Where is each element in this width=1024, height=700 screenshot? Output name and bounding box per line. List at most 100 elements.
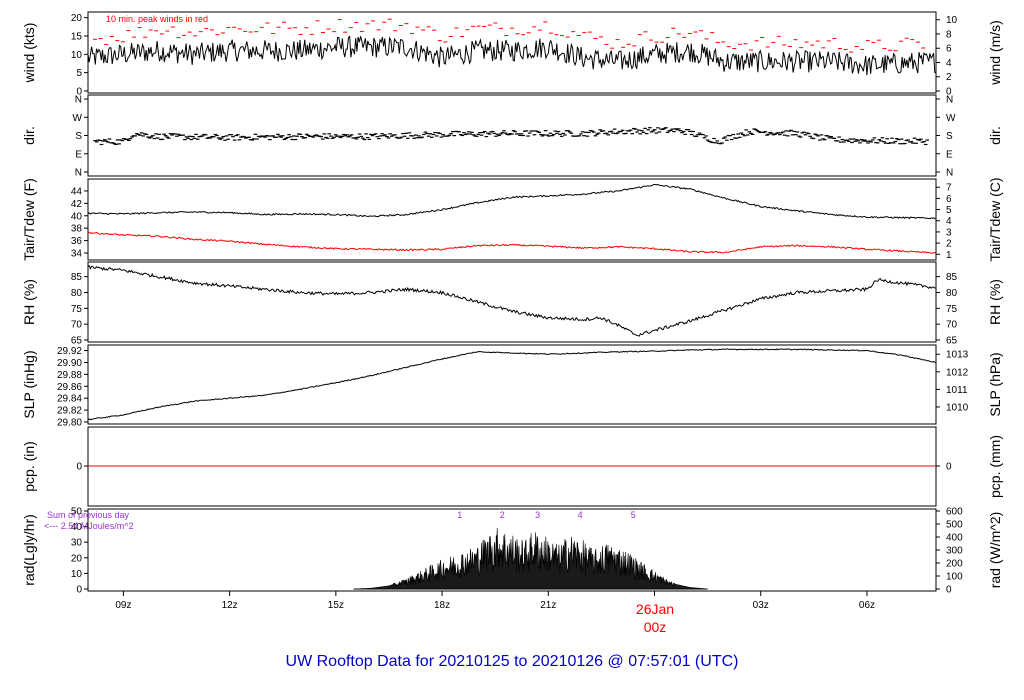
ylabel-right: wind (m/s) bbox=[987, 20, 1003, 86]
ytick-left-label: 10 bbox=[71, 569, 83, 580]
ytick-left-label: 44 bbox=[71, 186, 83, 197]
x-axis: 09z 12z 15z 18z 21z 03z 06z bbox=[115, 591, 875, 611]
ytick-right-label: 2 bbox=[946, 72, 952, 83]
ytick-left-label: 29.82 bbox=[57, 406, 82, 417]
panel-humidity: RH (%) RH (%) 65 70 75 80 85 65 70 75 80 85 bbox=[21, 261, 1003, 347]
ytick-left-label: 5 bbox=[76, 68, 82, 79]
ytick-left-label: 29.84 bbox=[57, 394, 82, 405]
ytick-left-label: 42 bbox=[71, 199, 83, 210]
ytick-left-label: 85 bbox=[71, 272, 83, 283]
ytick-left-label: 20 bbox=[71, 13, 83, 24]
panel-wind: wind (kts) wind (m/s) 0 5 10 15 20 0 2 4 6 8 10 10 mi… bbox=[21, 11, 1003, 98]
ytick-right-label: W bbox=[946, 113, 956, 124]
xtick-label: 21z bbox=[540, 600, 556, 611]
panel-frame bbox=[87, 344, 937, 425]
ytick-right-label: 0 bbox=[946, 87, 952, 98]
ytick-right-label: 1010 bbox=[946, 402, 969, 413]
ylabel-right: RH (%) bbox=[987, 279, 1003, 325]
ylabel-left: rad(Lgly/hr) bbox=[21, 514, 37, 586]
humidity-line-0 bbox=[87, 265, 937, 337]
ytick-right-label: 4 bbox=[946, 58, 952, 69]
xtick-label: 03z bbox=[753, 600, 769, 611]
ytick-right-label: 75 bbox=[946, 304, 958, 315]
ytick-left-label: 50 bbox=[71, 507, 83, 518]
radiation-annotation-1: Sum of previous day bbox=[47, 510, 130, 520]
ytick-left-label: 0 bbox=[76, 462, 82, 473]
ylabel-left: wind (kts) bbox=[21, 23, 37, 84]
ylabel-right: SLP (hPa) bbox=[987, 352, 1003, 416]
panel-pressure: SLP (inHg) SLP (hPa)29.8029.8229.8429.862… bbox=[21, 344, 1003, 429]
ytick-right-label: N bbox=[946, 95, 953, 106]
ytick-left-label: 34 bbox=[71, 249, 83, 260]
hour-marker: 5 bbox=[631, 510, 636, 520]
ytick-right-label: 2 bbox=[946, 239, 952, 250]
xtick-label: 06z bbox=[859, 600, 875, 611]
ytick-right-label: 7 bbox=[946, 183, 952, 194]
ytick-right-label: 80 bbox=[946, 288, 958, 299]
ytick-left-label: 75 bbox=[71, 304, 83, 315]
panel-frame bbox=[87, 11, 937, 94]
ytick-left-label: 0 bbox=[76, 87, 82, 98]
ylabel-left: SLP (inHg) bbox=[21, 350, 37, 418]
ylabel-left: dir. bbox=[21, 126, 37, 145]
ytick-left-label: 29.90 bbox=[57, 358, 82, 369]
chart-title: UW Rooftop Data for 20210125 to 20210126… bbox=[286, 653, 739, 670]
ytick-left-label: 40 bbox=[71, 211, 83, 222]
xtick-label: 12z bbox=[222, 600, 238, 611]
ytick-left-label: 70 bbox=[71, 320, 83, 331]
ytick-right-label: 5 bbox=[946, 205, 952, 216]
ytick-right-label: 70 bbox=[946, 320, 958, 331]
panel-temperature: Tair/Tdew (F) Tair/Tdew (C)34363840424412… bbox=[21, 177, 1003, 261]
ytick-right-label: 85 bbox=[946, 272, 958, 283]
ytick-left-label: 36 bbox=[71, 236, 83, 247]
ylabel-right: rad (W/m^2) bbox=[987, 512, 1003, 589]
ytick-right-label: N bbox=[946, 168, 953, 179]
ytick-right-label: 3 bbox=[946, 227, 952, 238]
ytick-right-label: 1 bbox=[946, 250, 952, 261]
ytick-left-label: 20 bbox=[71, 553, 83, 564]
ytick-right-label: 600 bbox=[946, 507, 963, 518]
ytick-left-label: 30 bbox=[71, 538, 83, 549]
temperature-line-1 bbox=[87, 231, 937, 254]
date-hour-label: 00z bbox=[644, 619, 667, 635]
ytick-right-label: 4 bbox=[946, 216, 952, 227]
hour-marker: 3 bbox=[535, 510, 540, 520]
ytick-left-label: 29.88 bbox=[57, 370, 82, 381]
ytick-left-label: 80 bbox=[71, 288, 83, 299]
ytick-right-label: 1012 bbox=[946, 367, 969, 378]
ytick-right-label: S bbox=[946, 131, 953, 142]
radiation-annotation-2: <--- 2.54 MJoules/m^2 bbox=[44, 521, 134, 531]
ytick-right-label: 0 bbox=[946, 462, 952, 473]
xtick-label: 15z bbox=[328, 600, 344, 611]
ytick-left-label: 40 bbox=[71, 522, 83, 533]
temperature-line-0 bbox=[87, 183, 937, 220]
ytick-right-label: 1011 bbox=[946, 385, 968, 396]
ylabel-left: RH (%) bbox=[21, 279, 37, 325]
ytick-left-label: E bbox=[75, 149, 82, 160]
ylabel-right: dir. bbox=[987, 126, 1003, 145]
ytick-left-label: N bbox=[75, 95, 82, 106]
hour-marker: 2 bbox=[500, 510, 505, 520]
ytick-right-label: 500 bbox=[946, 520, 963, 531]
ytick-right-label: 200 bbox=[946, 559, 963, 570]
ytick-right-label: 6 bbox=[946, 44, 952, 55]
ytick-right-label: 400 bbox=[946, 533, 963, 544]
ytick-left-label: 10 bbox=[71, 50, 83, 61]
ylabel-right: pcp. (mm) bbox=[987, 435, 1003, 498]
panel-frame bbox=[87, 178, 937, 261]
ylabel-left: Tair/Tdew (F) bbox=[21, 178, 37, 260]
ytick-right-label: 6 bbox=[946, 194, 952, 205]
radiation-area bbox=[353, 527, 708, 590]
ytick-right-label: 1013 bbox=[946, 350, 969, 361]
ytick-right-label: 300 bbox=[946, 546, 963, 557]
xtick-label: 18z bbox=[434, 600, 450, 611]
ytick-right-label: 0 bbox=[946, 585, 952, 596]
hour-marker: 1 bbox=[457, 510, 462, 520]
ytick-right-label: 65 bbox=[946, 336, 958, 347]
panel-radiation: rad(Lgly/hr) rad (W/m^2)01020304050010020… bbox=[21, 507, 1003, 596]
ytick-left-label: N bbox=[75, 168, 82, 179]
wind-speed-line bbox=[87, 35, 937, 76]
